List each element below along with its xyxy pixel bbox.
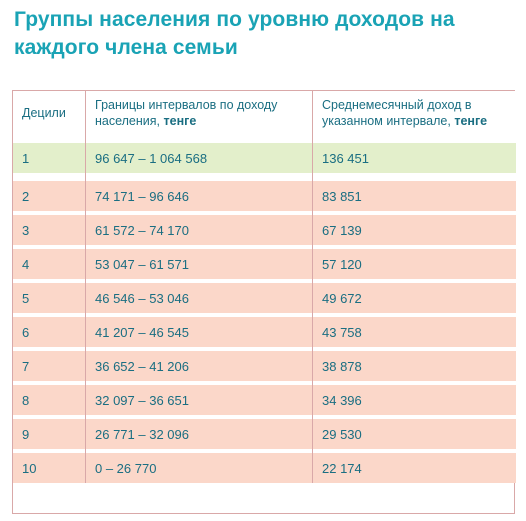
table-row: 8 32 097 – 36 651 34 396 <box>13 385 516 415</box>
table-row: 6 41 207 – 46 545 43 758 <box>13 317 516 347</box>
average-cell: 43 758 <box>313 317 516 347</box>
average-cell: 49 672 <box>313 283 516 313</box>
decile-cell: 9 <box>13 419 86 449</box>
header-bounds: Границы интервалов по доходу населения, … <box>86 91 313 135</box>
decile-cell: 3 <box>13 215 86 245</box>
bounds-cell: 36 652 – 41 206 <box>86 351 313 381</box>
table-row: 9 26 771 – 32 096 29 530 <box>13 419 516 449</box>
bounds-cell: 32 097 – 36 651 <box>86 385 313 415</box>
header-decile: Децили <box>13 91 86 135</box>
header-bounds-unit: тенге <box>163 114 197 128</box>
bounds-cell: 46 546 – 53 046 <box>86 283 313 313</box>
table-row: 1 96 647 – 1 064 568 136 451 <box>13 143 516 173</box>
average-cell: 57 120 <box>313 249 516 279</box>
bounds-cell: 74 171 – 96 646 <box>86 181 313 211</box>
header-bounds-label: Границы интервалов по доходу населения, <box>95 98 278 128</box>
average-cell: 34 396 <box>313 385 516 415</box>
table-row: 5 46 546 – 53 046 49 672 <box>13 283 516 313</box>
decile-cell: 8 <box>13 385 86 415</box>
average-cell: 38 878 <box>313 351 516 381</box>
table-body: 1 96 647 – 1 064 568 136 451 2 74 171 – … <box>13 135 516 483</box>
header-average-label: Среднемесячный доход в указанном интерва… <box>322 98 472 128</box>
decile-cell: 5 <box>13 283 86 313</box>
page-title: Группы населения по уровню доходов на ка… <box>14 8 455 59</box>
average-cell: 136 451 <box>313 143 516 173</box>
average-cell: 83 851 <box>313 181 516 211</box>
bounds-cell: 53 047 – 61 571 <box>86 249 313 279</box>
decile-cell: 7 <box>13 351 86 381</box>
income-table: Децили Границы интервалов по доходу насе… <box>13 91 516 483</box>
table-header-row: Децили Границы интервалов по доходу насе… <box>13 91 516 135</box>
header-decile-label: Децили <box>22 106 66 120</box>
average-cell: 29 530 <box>313 419 516 449</box>
decile-cell: 2 <box>13 181 86 211</box>
table-row: 10 0 – 26 770 22 174 <box>13 453 516 483</box>
bounds-cell: 61 572 – 74 170 <box>86 215 313 245</box>
bounds-cell: 41 207 – 46 545 <box>86 317 313 347</box>
table-row: 4 53 047 – 61 571 57 120 <box>13 249 516 279</box>
average-cell: 22 174 <box>313 453 516 483</box>
bounds-cell: 26 771 – 32 096 <box>86 419 313 449</box>
income-table-container: Децили Границы интервалов по доходу насе… <box>12 90 516 514</box>
average-cell: 67 139 <box>313 215 516 245</box>
decile-cell: 6 <box>13 317 86 347</box>
bounds-cell: 0 – 26 770 <box>86 453 313 483</box>
table-row: 2 74 171 – 96 646 83 851 <box>13 181 516 211</box>
table-row: 3 61 572 – 74 170 67 139 <box>13 215 516 245</box>
header-average-unit: тенге <box>454 114 488 128</box>
decile-cell: 1 <box>13 143 86 173</box>
bounds-cell: 96 647 – 1 064 568 <box>86 143 313 173</box>
header-average: Среднемесячный доход в указанном интерва… <box>313 91 516 135</box>
table-row: 7 36 652 – 41 206 38 878 <box>13 351 516 381</box>
decile-cell: 4 <box>13 249 86 279</box>
decile-cell: 10 <box>13 453 86 483</box>
